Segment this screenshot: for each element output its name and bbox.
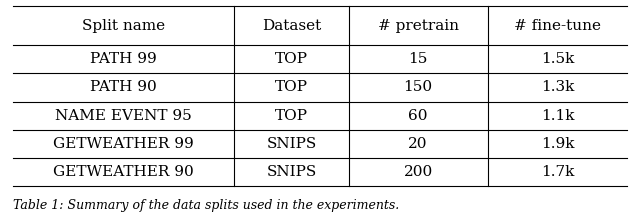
Text: TOP: TOP [275, 52, 308, 66]
Text: GETWEATHER 99: GETWEATHER 99 [53, 137, 194, 151]
Text: 150: 150 [404, 81, 433, 94]
Text: 200: 200 [404, 165, 433, 179]
Text: 1.1k: 1.1k [541, 109, 574, 122]
Text: 1.3k: 1.3k [541, 81, 574, 94]
Text: 1.9k: 1.9k [541, 137, 574, 151]
Text: PATH 90: PATH 90 [90, 81, 157, 94]
Text: Dataset: Dataset [262, 19, 321, 33]
Text: TOP: TOP [275, 81, 308, 94]
Text: 1.7k: 1.7k [541, 165, 574, 179]
Text: NAME EVENT 95: NAME EVENT 95 [55, 109, 192, 122]
Text: 60: 60 [408, 109, 428, 122]
Text: # fine-tune: # fine-tune [514, 19, 601, 33]
Text: SNIPS: SNIPS [266, 165, 317, 179]
Text: SNIPS: SNIPS [266, 137, 317, 151]
Text: TOP: TOP [275, 109, 308, 122]
Text: GETWEATHER 90: GETWEATHER 90 [53, 165, 194, 179]
Text: Split name: Split name [82, 19, 165, 33]
Text: 15: 15 [408, 52, 428, 66]
Text: # pretrain: # pretrain [378, 19, 459, 33]
Text: PATH 99: PATH 99 [90, 52, 157, 66]
Text: 1.5k: 1.5k [541, 52, 574, 66]
Text: 20: 20 [408, 137, 428, 151]
Text: Table 1: Summary of the data splits used in the experiments.: Table 1: Summary of the data splits used… [13, 199, 399, 212]
